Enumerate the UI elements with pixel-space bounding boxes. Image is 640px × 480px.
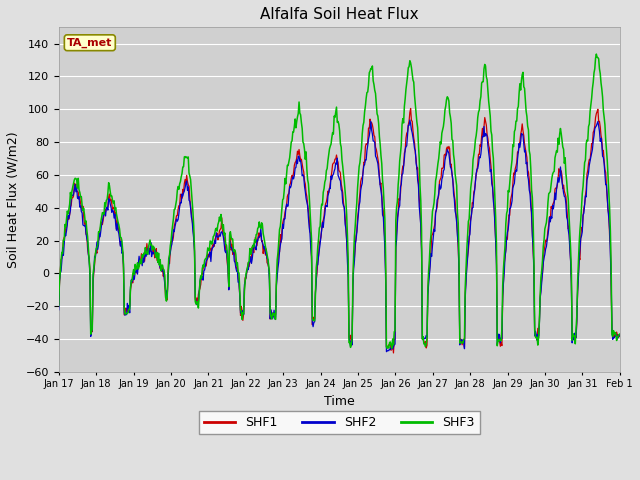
SHF2 xyxy=(616,332,623,338)
SHF2 xyxy=(426,273,433,278)
SHF2 xyxy=(383,349,390,355)
Y-axis label: Soil Heat Flux (W/m2): Soil Heat Flux (W/m2) xyxy=(7,131,20,268)
SHF1 xyxy=(209,241,217,247)
SHF3 xyxy=(180,164,188,169)
SHF2 xyxy=(409,134,417,140)
Text: TA_met: TA_met xyxy=(67,37,113,48)
SHF1 xyxy=(390,350,397,356)
SHF3 xyxy=(65,206,73,212)
SHF3 xyxy=(209,234,217,240)
SHF1 xyxy=(55,301,63,307)
SHF1 xyxy=(407,106,415,111)
SHF3 xyxy=(123,311,131,317)
Legend: SHF1, SHF2, SHF3: SHF1, SHF2, SHF3 xyxy=(199,411,479,434)
SHF3 xyxy=(408,71,416,77)
Title: Alfalfa Soil Heat Flux: Alfalfa Soil Heat Flux xyxy=(260,7,419,22)
Line: SHF3: SHF3 xyxy=(59,54,620,348)
SHF1 xyxy=(65,216,73,222)
SHF2 xyxy=(65,216,73,221)
Line: SHF2: SHF2 xyxy=(59,120,620,352)
SHF3 xyxy=(425,269,433,275)
SHF1 xyxy=(180,189,188,195)
SHF3 xyxy=(388,346,396,351)
SHF1 xyxy=(123,307,131,312)
SHF2 xyxy=(123,312,131,318)
SHF3 xyxy=(593,51,600,57)
SHF1 xyxy=(426,270,433,276)
SHF2 xyxy=(209,244,217,250)
SHF1 xyxy=(616,333,623,339)
SHF1 xyxy=(409,128,417,133)
SHF2 xyxy=(406,117,413,123)
Line: SHF1: SHF1 xyxy=(59,108,620,353)
SHF2 xyxy=(55,307,63,312)
SHF2 xyxy=(180,190,188,196)
X-axis label: Time: Time xyxy=(324,395,355,408)
SHF3 xyxy=(55,302,63,308)
SHF3 xyxy=(616,331,623,337)
